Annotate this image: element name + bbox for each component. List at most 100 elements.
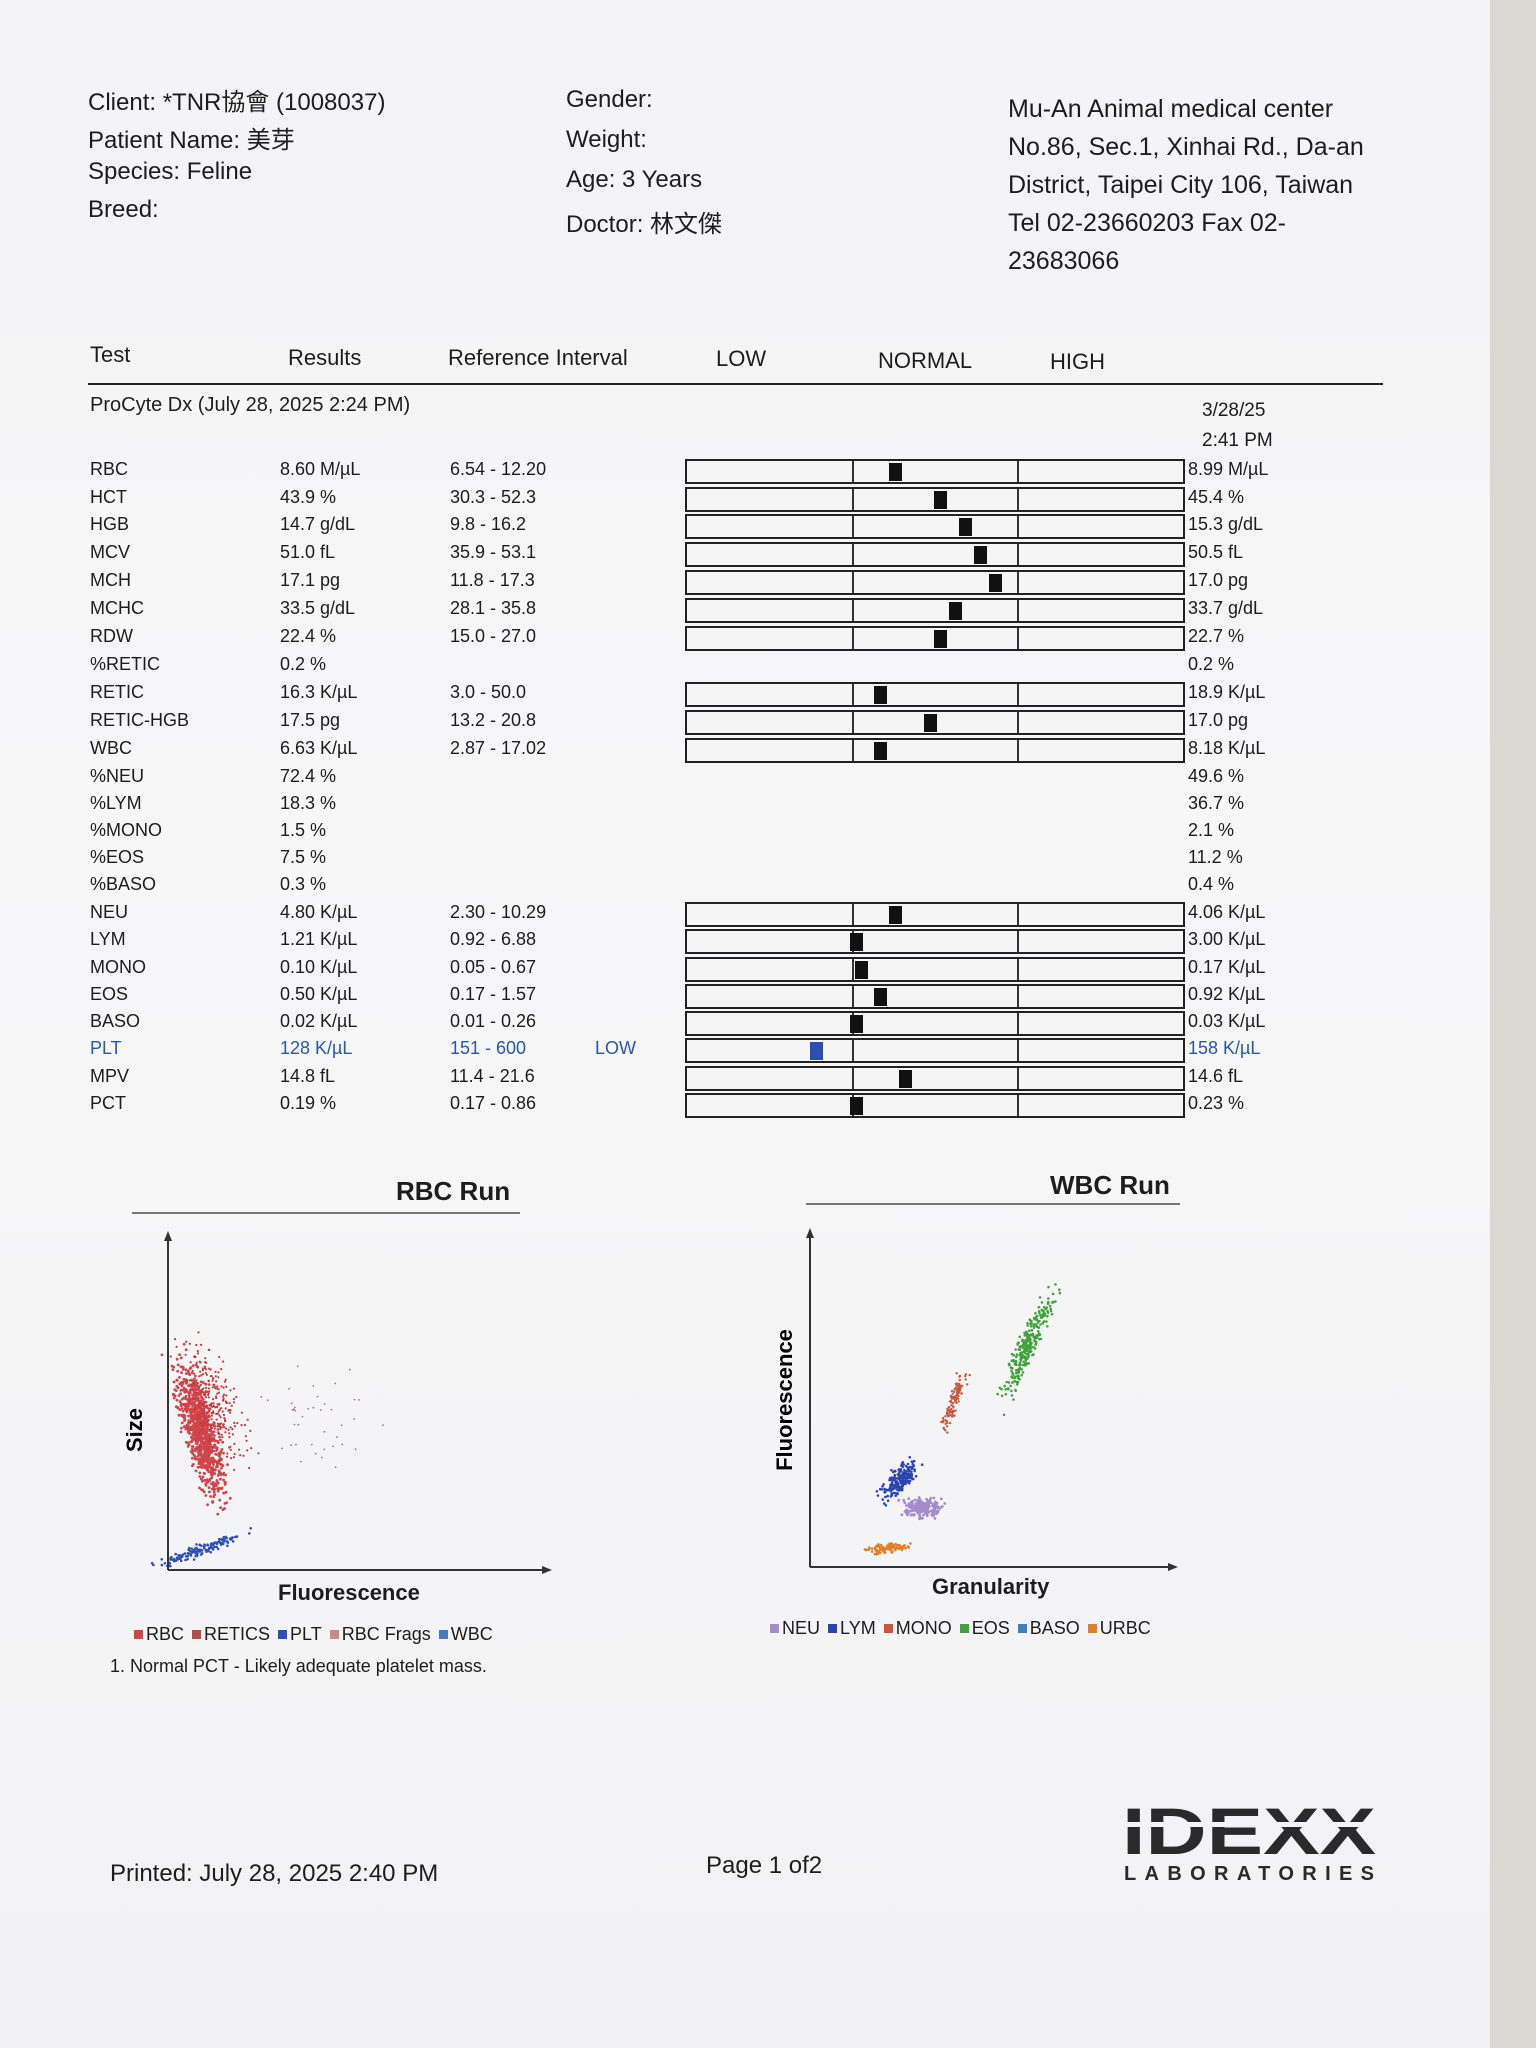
scatter-dot <box>250 1447 253 1450</box>
scatter-dot <box>204 1390 207 1393</box>
scatter-dot <box>182 1425 186 1428</box>
scatter-dot <box>170 1555 173 1559</box>
scatter-dot <box>207 1379 210 1382</box>
flag-label: LOW <box>595 1038 637 1058</box>
scatter-dot <box>1046 1311 1050 1314</box>
scatter-dot <box>958 1383 961 1387</box>
scatter-dot <box>196 1397 200 1400</box>
scatter-dot <box>296 1365 299 1368</box>
scatter-dot <box>205 1464 209 1468</box>
reference-interval: 0.17 - 0.86 <box>450 1093 537 1113</box>
scatter-dot <box>214 1425 217 1428</box>
scatter-dot <box>202 1414 205 1417</box>
scatter-dot <box>897 1488 900 1492</box>
scatter-dot <box>194 1363 198 1367</box>
scatter-dot <box>952 1396 956 1400</box>
scatter-dot <box>1000 1394 1004 1398</box>
scatter-dot <box>208 1404 211 1407</box>
test-name: %RETIC <box>90 654 161 674</box>
scatter-dot <box>190 1379 194 1382</box>
scatter-dot <box>160 1353 164 1357</box>
scatter-dot <box>198 1402 202 1406</box>
scatter-dot <box>244 1435 247 1438</box>
scatter-dot <box>192 1454 196 1457</box>
scatter-dot <box>193 1374 197 1378</box>
scatter-dot <box>1026 1337 1029 1340</box>
scatter-dot <box>206 1412 209 1415</box>
scatter-dot <box>182 1377 186 1381</box>
scatter-dot <box>1027 1350 1031 1354</box>
scatter-dot <box>957 1388 960 1392</box>
scatter-dot <box>207 1383 211 1386</box>
scatter-dot <box>184 1394 188 1398</box>
scatter-dot <box>890 1468 893 1472</box>
scatter-dot <box>174 1552 177 1556</box>
scatter-dot <box>208 1441 211 1445</box>
scatter-dot <box>209 1470 212 1474</box>
range-marker <box>854 961 868 979</box>
scatter-dot <box>194 1407 197 1410</box>
scatter-dot <box>225 1385 228 1388</box>
scatter-dot <box>169 1558 172 1561</box>
scatter-dot <box>201 1455 204 1459</box>
scatter-dot <box>191 1388 195 1392</box>
scatter-dot <box>206 1424 209 1427</box>
reference-interval: 30.3 - 52.3 <box>450 487 537 507</box>
scatter-dot <box>209 1433 213 1437</box>
previous-date: 3/28/25 <box>1202 400 1266 421</box>
scatter-dot <box>201 1403 204 1406</box>
rbc-scatter-plot: Size <box>122 1231 552 1574</box>
range-bar <box>685 570 1185 595</box>
scatter-dot <box>212 1430 216 1434</box>
scatter-dot <box>232 1456 235 1459</box>
range-bar <box>685 459 1185 484</box>
scatter-dot <box>226 1463 229 1467</box>
scatter-dot <box>181 1382 185 1385</box>
table-row: WBC 6.63 K/µL 2.87 - 17.02 8.18 K/µL <box>60 738 1360 765</box>
scatter-dot <box>235 1395 238 1399</box>
scatter-dot <box>951 1415 954 1418</box>
scatter-dot <box>892 1545 896 1549</box>
scatter-dot <box>216 1412 219 1415</box>
scatter-dot <box>1015 1363 1018 1367</box>
scatter-dot <box>1018 1364 1021 1367</box>
scatter-dot <box>228 1402 231 1405</box>
scatter-dot <box>951 1413 954 1416</box>
scatter-dot <box>1017 1341 1020 1344</box>
scatter-dot <box>177 1394 181 1397</box>
reference-interval: 6.54 - 12.20 <box>450 459 547 479</box>
scatter-dot <box>210 1414 213 1417</box>
previous-value: 0.92 K/µL <box>1188 984 1266 1004</box>
scatter-dot <box>207 1451 211 1455</box>
scatter-dot <box>220 1368 223 1371</box>
range-marker <box>948 602 962 620</box>
scatter-dot <box>205 1434 208 1437</box>
scatter-dot <box>896 1491 899 1495</box>
scatter-dot <box>205 1417 208 1420</box>
scatter-dot <box>889 1490 893 1493</box>
scatter-dot <box>1045 1320 1048 1323</box>
scatter-dot <box>229 1448 232 1451</box>
scatter-dot <box>224 1535 227 1539</box>
scatter-dot <box>201 1429 205 1433</box>
range-marker <box>849 1015 863 1033</box>
scatter-dot <box>210 1418 213 1421</box>
range-bar <box>685 682 1185 707</box>
scatter-dot <box>185 1423 189 1427</box>
scatter-dot <box>218 1403 221 1406</box>
table-row: HCT 43.9 % 30.3 - 52.3 45.4 % <box>60 487 1360 514</box>
scatter-dot <box>1013 1376 1017 1380</box>
scatter-dot <box>950 1407 953 1411</box>
scatter-dot <box>196 1366 199 1369</box>
scatter-dot <box>205 1449 209 1453</box>
scatter-dot <box>1039 1323 1042 1326</box>
scatter-dot <box>935 1502 938 1505</box>
scatter-dot <box>297 1423 300 1426</box>
scatter-dot <box>210 1375 213 1378</box>
scatter-dot <box>221 1508 225 1511</box>
scatter-dot <box>175 1378 179 1382</box>
scatter-dot <box>214 1406 217 1409</box>
scatter-dot <box>190 1464 194 1468</box>
scatter-dot <box>906 1466 909 1469</box>
scatter-dot <box>1021 1339 1024 1343</box>
